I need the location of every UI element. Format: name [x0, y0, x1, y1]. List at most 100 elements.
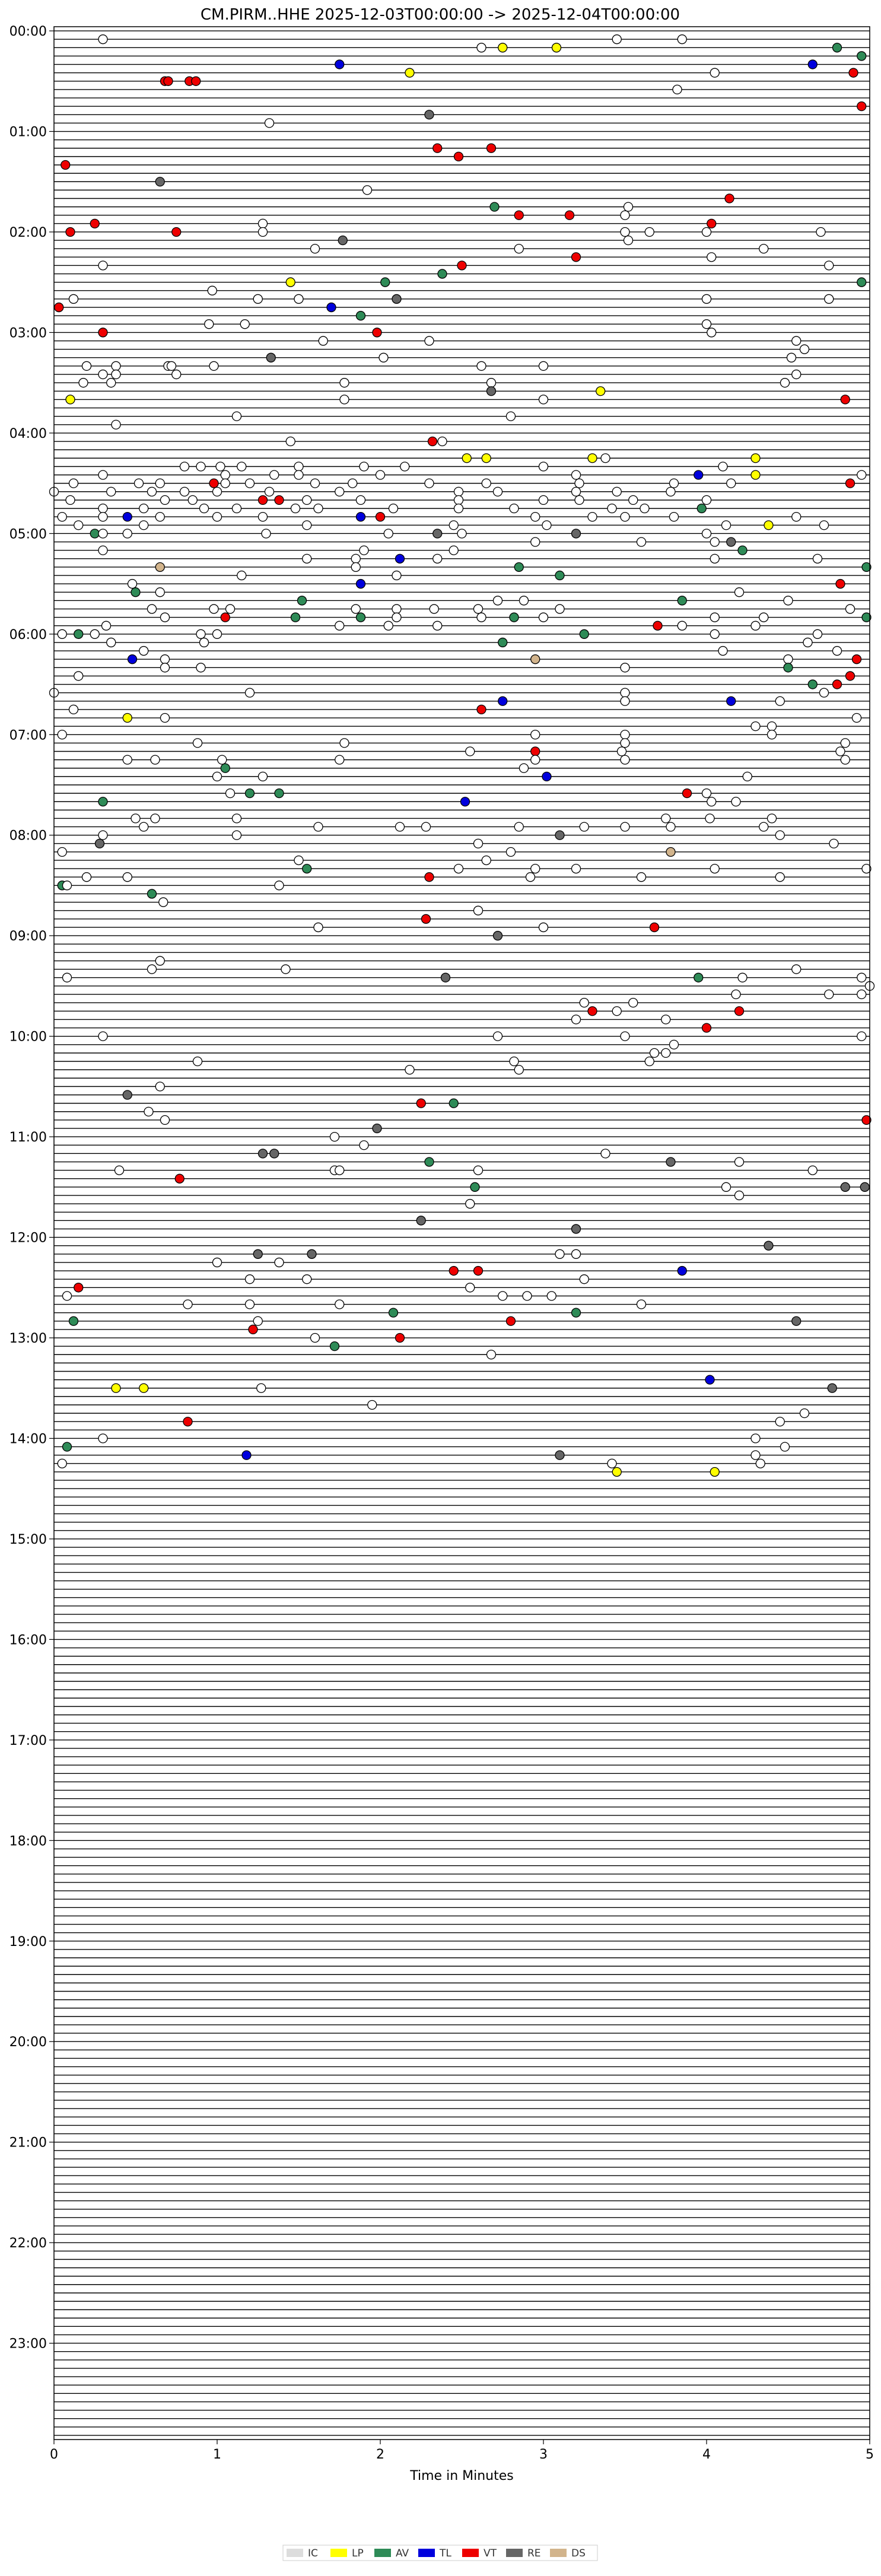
event-marker-u [519, 763, 529, 773]
event-marker-tl [807, 59, 818, 69]
event-marker-u [701, 227, 712, 237]
event-marker-u [101, 621, 112, 631]
event-marker-u [253, 294, 263, 304]
event-marker-u [160, 713, 170, 723]
event-marker-u [144, 1106, 154, 1117]
event-marker-u [98, 503, 108, 514]
event-marker-u [57, 1458, 67, 1468]
event-marker-u [780, 1442, 790, 1452]
event-marker-vt [587, 1006, 597, 1016]
event-marker-re [840, 1182, 850, 1192]
event-marker-u [824, 260, 834, 271]
event-marker-lp [596, 386, 606, 396]
event-marker-u [285, 436, 295, 447]
event-marker-re [571, 529, 581, 539]
event-marker-re [726, 537, 736, 547]
event-marker-vt [372, 327, 382, 338]
event-marker-av [509, 612, 519, 622]
event-marker-av [90, 529, 100, 539]
event-marker-u [832, 645, 842, 656]
event-marker-u [505, 847, 516, 857]
event-marker-re [416, 1216, 426, 1226]
event-marker-u [707, 797, 717, 807]
event-marker-vt [514, 210, 524, 220]
event-marker-u [147, 486, 157, 497]
event-marker-u [212, 1257, 222, 1268]
event-marker-u [525, 872, 536, 882]
event-marker-u [473, 905, 484, 915]
event-marker-lp [405, 68, 415, 78]
trace-lines [54, 30, 870, 2436]
event-marker-u [473, 838, 484, 848]
legend-label-tl: TL [439, 2548, 451, 2559]
event-marker-u [335, 1299, 345, 1309]
event-marker-tl [127, 654, 138, 664]
event-marker-u [476, 43, 486, 53]
event-marker-u [750, 621, 761, 631]
event-marker-u [106, 486, 116, 497]
event-marker-u [473, 604, 484, 614]
event-marker-u [636, 1299, 647, 1309]
event-marker-u [620, 730, 630, 740]
event-marker-u [519, 596, 529, 606]
event-marker-lp [612, 1467, 622, 1477]
event-marker-u [294, 470, 304, 480]
event-marker-u [542, 520, 552, 530]
event-marker-u [231, 503, 242, 514]
event-marker-vt [505, 1316, 516, 1326]
event-marker-u [620, 822, 630, 832]
event-marker-u [476, 361, 486, 371]
event-marker-vt [457, 260, 467, 271]
event-marker-u [449, 520, 459, 530]
event-marker-u [620, 688, 630, 698]
event-marker-vt [183, 1417, 193, 1427]
event-marker-av [62, 1442, 72, 1452]
event-marker-u [530, 730, 540, 740]
event-marker-av [555, 570, 565, 581]
event-marker-u [57, 730, 67, 740]
event-marker-u [710, 68, 720, 78]
event-marker-vt [724, 193, 734, 203]
event-marker-vt [421, 914, 431, 924]
event-marker-re [764, 1241, 774, 1251]
event-marker-u [780, 378, 790, 388]
event-marker-u [509, 1056, 519, 1067]
event-marker-u [571, 864, 581, 874]
event-marker-av [302, 864, 312, 874]
event-marker-re [486, 386, 497, 396]
y-tick-label: 17:00 [9, 1734, 47, 1748]
event-marker-u [68, 704, 79, 715]
legend-label-re: RE [527, 2548, 541, 2559]
y-tick-label: 11:00 [9, 1130, 47, 1145]
event-marker-vt [832, 679, 842, 689]
event-marker-u [509, 503, 519, 514]
y-tick-label: 05:00 [9, 527, 47, 542]
event-marker-u [160, 1115, 170, 1125]
event-marker-re [94, 838, 105, 848]
event-marker-u [155, 956, 165, 966]
event-marker-u [225, 604, 236, 614]
event-marker-u [571, 1015, 581, 1025]
event-marker-u [628, 998, 638, 1008]
event-marker-u [421, 822, 431, 832]
event-marker-u [199, 503, 209, 514]
event-marker-u [457, 529, 467, 539]
event-marker-u [131, 813, 141, 823]
event-marker-u [106, 378, 116, 388]
event-marker-u [734, 1190, 745, 1201]
event-marker-vt [851, 654, 862, 664]
event-marker-vt [54, 302, 64, 313]
event-marker-u [432, 621, 443, 631]
event-marker-u [816, 227, 826, 237]
event-marker-u [212, 771, 222, 782]
event-marker-u [857, 989, 867, 1000]
x-tick-label: 2 [376, 2447, 384, 2462]
event-marker-u [514, 1064, 524, 1075]
plot-frame [53, 26, 870, 2440]
event-marker-av [857, 277, 867, 287]
event-marker-vt [845, 478, 855, 488]
event-marker-u [538, 462, 549, 472]
event-marker-u [607, 503, 617, 514]
event-marker-u [640, 503, 650, 514]
event-marker-u [302, 495, 312, 505]
